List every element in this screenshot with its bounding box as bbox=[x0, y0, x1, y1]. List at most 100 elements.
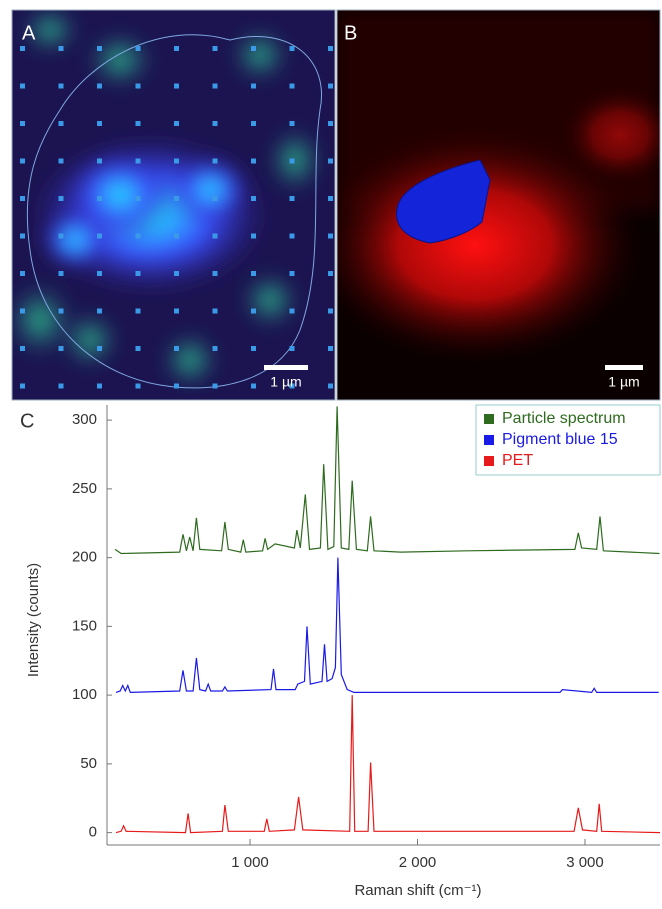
y-tick-label: 150 bbox=[72, 617, 97, 634]
grid-dot bbox=[212, 121, 218, 126]
legend-label: Particle spectrum bbox=[502, 410, 626, 427]
grid-dot bbox=[174, 158, 179, 164]
x-tick-label: 3 000 bbox=[566, 854, 604, 871]
grid-dot bbox=[174, 383, 179, 389]
grid-dot bbox=[20, 346, 25, 351]
grid-dot bbox=[289, 46, 295, 51]
legend-swatch bbox=[484, 456, 494, 466]
y-tick-label: 300 bbox=[72, 411, 97, 428]
grid-dot bbox=[174, 83, 179, 89]
grid-dot bbox=[251, 383, 256, 389]
grid-dot bbox=[289, 196, 295, 201]
legend-label: PET bbox=[502, 452, 533, 469]
grid-dot bbox=[97, 346, 102, 351]
y-axis-label: Intensity (counts) bbox=[25, 563, 42, 677]
grid-dot bbox=[135, 158, 141, 164]
grid-dot bbox=[135, 346, 141, 351]
grid-dot bbox=[20, 233, 25, 239]
grid-dot bbox=[289, 233, 295, 239]
panel-label: A bbox=[22, 22, 36, 44]
y-tick-label: 0 bbox=[89, 824, 97, 841]
grid-dot bbox=[212, 158, 218, 164]
grid-dot bbox=[212, 308, 218, 314]
grid-dot bbox=[58, 271, 64, 276]
grid-dot bbox=[289, 346, 295, 351]
grid-dot bbox=[20, 308, 25, 314]
panel-b-border bbox=[336, 9, 661, 401]
grid-dot bbox=[289, 121, 295, 126]
grid-dot bbox=[212, 271, 218, 276]
grid-dot bbox=[289, 383, 295, 389]
grid-dot bbox=[251, 196, 256, 201]
grid-dot bbox=[135, 233, 141, 239]
grid-dot bbox=[251, 271, 256, 276]
grid-dot bbox=[328, 383, 333, 389]
grid-dot bbox=[328, 158, 333, 164]
grid-dot bbox=[174, 346, 179, 351]
grid-dot bbox=[97, 196, 102, 201]
panel-label: C bbox=[20, 410, 34, 432]
grid-dot bbox=[289, 308, 295, 314]
grid-dot bbox=[58, 83, 64, 89]
scale-bar-label: 1 µm bbox=[608, 374, 639, 390]
grid-dot bbox=[58, 196, 64, 201]
legend-box bbox=[475, 404, 661, 476]
spectrum-line bbox=[114, 406, 660, 555]
grid-dot bbox=[174, 308, 179, 314]
grid-dot bbox=[97, 308, 102, 314]
grid-dot bbox=[97, 83, 102, 89]
grid-dot bbox=[251, 83, 256, 89]
grid-dot bbox=[212, 383, 218, 389]
grid-dot bbox=[135, 271, 141, 276]
panel-b-image bbox=[337, 10, 660, 400]
grid-dot bbox=[289, 271, 295, 276]
grid-dot bbox=[20, 121, 25, 126]
grid-dot bbox=[212, 46, 218, 51]
grid-dot bbox=[20, 383, 25, 389]
grid-dot bbox=[251, 158, 256, 164]
y-tick-label: 250 bbox=[72, 480, 97, 497]
grid-dot bbox=[328, 196, 333, 201]
grid-dot bbox=[251, 233, 256, 239]
grid-dot bbox=[328, 46, 333, 51]
grid-dot bbox=[135, 308, 141, 314]
grid-dot bbox=[97, 271, 102, 276]
legend-label: Pigment blue 15 bbox=[502, 431, 618, 448]
grid-dot bbox=[328, 83, 333, 89]
grid-dot bbox=[212, 346, 218, 351]
grid-dot bbox=[174, 121, 179, 126]
grid-dot bbox=[328, 346, 333, 351]
grid-dot bbox=[212, 196, 218, 201]
grid-dot bbox=[328, 233, 333, 239]
grid-dot bbox=[20, 271, 25, 276]
panel-a-image bbox=[12, 10, 335, 400]
grid-dot bbox=[58, 46, 64, 51]
spectrum-line bbox=[115, 557, 659, 694]
grid-dot bbox=[20, 158, 25, 164]
grid-dot bbox=[58, 308, 64, 314]
grid-dot bbox=[135, 83, 141, 89]
legend-swatch bbox=[484, 435, 494, 445]
spectrum-line bbox=[115, 695, 661, 834]
grid-dot bbox=[58, 233, 64, 239]
grid-dot bbox=[328, 271, 333, 276]
grid-dot bbox=[135, 46, 141, 51]
grid-dot bbox=[20, 196, 25, 201]
grid-dot bbox=[251, 46, 256, 51]
grid-dot bbox=[58, 121, 64, 126]
panel-a-border bbox=[11, 9, 336, 401]
grid-dot bbox=[97, 158, 102, 164]
grid-dot bbox=[174, 233, 179, 239]
x-tick-label: 1 000 bbox=[231, 854, 269, 871]
y-tick-label: 50 bbox=[80, 755, 97, 772]
x-axis-label: Raman shift (cm⁻¹) bbox=[354, 882, 481, 899]
grid-dot bbox=[212, 83, 218, 89]
grid-dot bbox=[58, 383, 64, 389]
legend-swatch bbox=[484, 414, 494, 424]
y-tick-label: 100 bbox=[72, 686, 97, 703]
grid-dot bbox=[97, 121, 102, 126]
grid-dot bbox=[135, 196, 141, 201]
grid-dot bbox=[328, 308, 333, 314]
